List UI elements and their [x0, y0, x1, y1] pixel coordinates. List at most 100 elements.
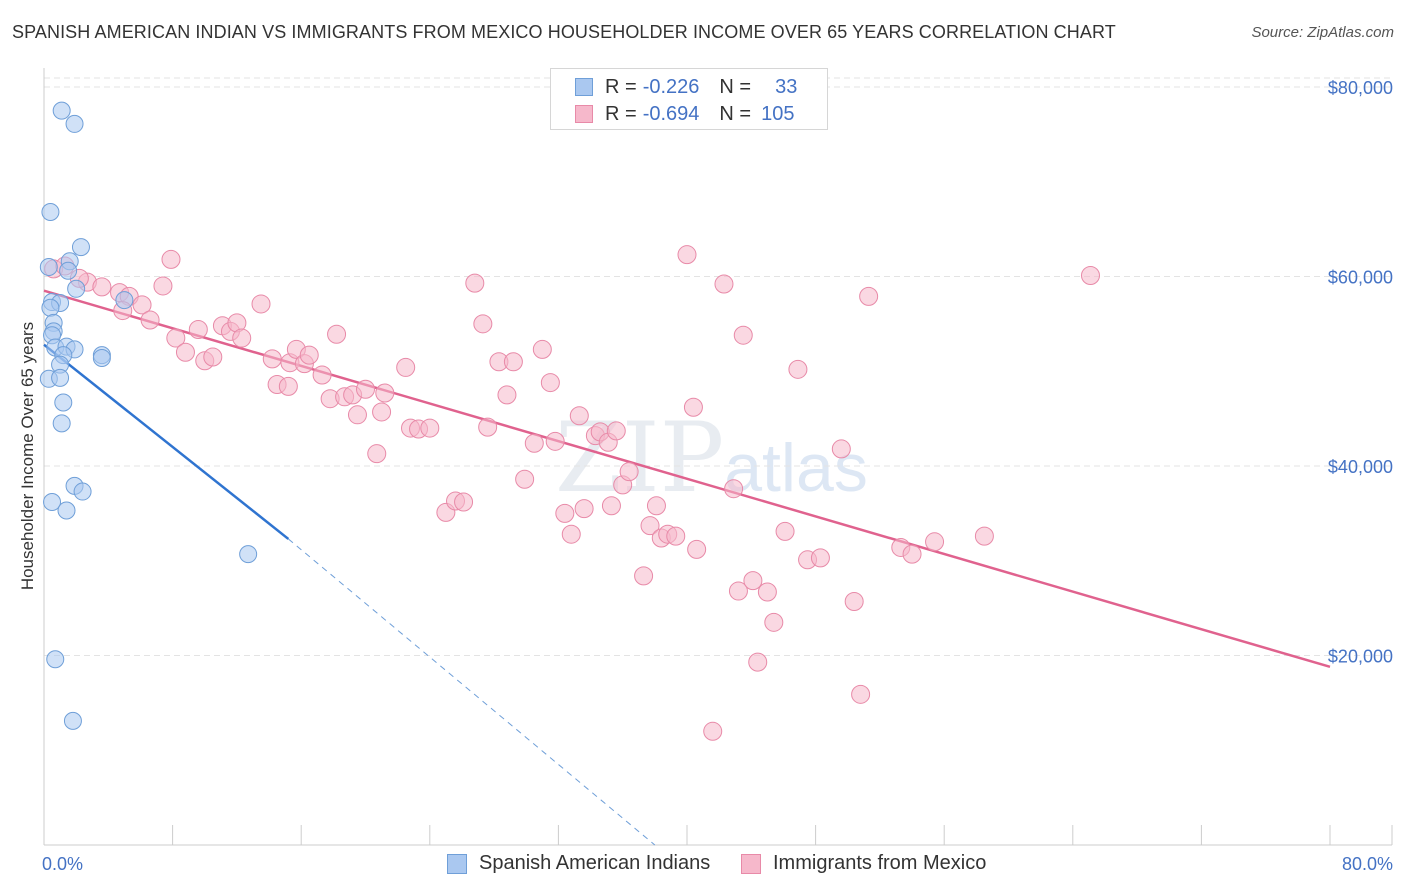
point-immigrants-from-mexico — [375, 383, 395, 403]
point-immigrants-from-mexico — [203, 347, 223, 367]
source-credit: Source: ZipAtlas.com — [1251, 24, 1394, 41]
point-immigrants-from-mexico — [232, 328, 252, 348]
point-immigrants-from-mexico — [478, 417, 498, 437]
point-immigrants-from-mexico — [724, 479, 744, 499]
point-immigrants-from-mexico — [619, 462, 639, 482]
point-immigrants-from-mexico — [743, 571, 763, 591]
trend-lines — [43, 289, 1331, 846]
trend-line-spanish-american-indians — [43, 343, 290, 540]
point-immigrants-from-mexico — [545, 431, 565, 451]
bottom-legend-swatch-pink — [741, 853, 761, 874]
bottom-legend-swatch-blue — [447, 853, 467, 874]
point-immigrants-from-mexico — [132, 295, 152, 315]
point-immigrants-from-mexico — [540, 373, 560, 393]
point-spanish-american-indians — [239, 545, 258, 564]
point-immigrants-from-mexico — [356, 379, 375, 399]
point-immigrants-from-mexico — [640, 516, 660, 536]
point-immigrants-from-mexico — [262, 349, 282, 369]
tick-labels: $20,000 $40,000 $60,000 $80,000 0.0% 80.0% Hou… — [18, 78, 1393, 874]
point-spanish-american-indians — [43, 492, 62, 511]
y-tick-label: $80,000 — [1328, 78, 1393, 98]
point-immigrants-from-mexico — [153, 276, 173, 296]
point-spanish-american-indians — [115, 291, 134, 310]
legend-n-value: 33 — [775, 75, 798, 98]
point-immigrants-from-mexico — [764, 612, 784, 632]
point-immigrants-from-mexico — [175, 342, 195, 362]
point-spanish-american-indians — [52, 101, 71, 120]
legend-row-blue: R = -0.226 N = 33 — [575, 75, 797, 99]
legend-row-pink: R = -0.694 N = 105 — [575, 102, 794, 126]
point-immigrants-from-mexico — [677, 245, 697, 265]
legend-n-value: 105 — [761, 102, 795, 125]
point-immigrants-from-mexico — [683, 397, 703, 417]
point-immigrants-from-mexico — [497, 385, 517, 405]
legend-n-label: N = — [719, 102, 752, 125]
point-immigrants-from-mexico — [606, 421, 626, 441]
point-spanish-american-indians — [54, 393, 73, 412]
point-immigrants-from-mexico — [646, 496, 666, 516]
point-spanish-american-indians — [46, 650, 65, 669]
y-tick-label: $20,000 — [1328, 646, 1393, 666]
point-immigrants-from-mexico — [844, 591, 864, 611]
point-immigrants-from-mexico — [367, 444, 387, 464]
bottom-legend-label-pink: Immigrants from Mexico — [773, 852, 987, 874]
x-tick-label-max: 80.0% — [1342, 854, 1393, 874]
chart-title: SPANISH AMERICAN INDIAN VS IMMIGRANTS FR… — [12, 22, 1116, 42]
point-spanish-american-indians — [41, 298, 60, 317]
y-axis-title: Householder Income Over 65 years — [18, 322, 37, 590]
bottom-legend-label-blue: Spanish American Indians — [479, 852, 711, 874]
point-immigrants-from-mexico — [703, 721, 723, 741]
correlation-legend: R = -0.226 N = 33 R = -0.694 N = 105 — [550, 68, 828, 130]
point-immigrants-from-mexico — [601, 496, 621, 516]
point-immigrants-from-mexico — [775, 521, 795, 541]
point-spanish-american-indians — [67, 279, 86, 298]
point-immigrants-from-mexico — [666, 526, 686, 546]
point-immigrants-from-mexico — [634, 566, 654, 586]
point-immigrants-from-mexico — [851, 684, 871, 704]
point-immigrants-from-mexico — [788, 359, 808, 379]
point-spanish-american-indians — [57, 501, 76, 520]
legend-r-label: R = — [605, 102, 637, 125]
point-immigrants-from-mexico — [312, 365, 332, 385]
point-immigrants-from-mexico — [748, 652, 768, 672]
point-immigrants-from-mexico — [810, 548, 830, 568]
point-immigrants-from-mexico — [166, 328, 186, 348]
point-immigrants-from-mexico — [733, 325, 753, 345]
point-spanish-american-indians — [65, 114, 84, 133]
point-spanish-american-indians — [51, 368, 70, 387]
point-immigrants-from-mexico — [140, 310, 160, 330]
point-immigrants-from-mexico — [555, 503, 575, 523]
point-immigrants-from-mexico — [347, 405, 367, 425]
trend-line-extension-spanish-american-indians — [288, 538, 656, 846]
point-immigrants-from-mexico — [327, 324, 347, 344]
point-immigrants-from-mexico — [372, 402, 392, 422]
bottom-legend-blue: Spanish American Indians — [447, 852, 710, 875]
point-immigrants-from-mexico — [188, 320, 208, 340]
grid-lines — [44, 77, 1392, 656]
point-immigrants-from-mexico — [278, 376, 298, 396]
point-immigrants-from-mexico — [974, 526, 994, 546]
axes — [43, 68, 1393, 846]
point-immigrants-from-mexico — [532, 339, 552, 359]
point-spanish-american-indians — [59, 261, 78, 280]
point-immigrants-from-mexico — [561, 524, 581, 544]
point-spanish-american-indians — [73, 482, 92, 501]
point-immigrants-from-mexico — [454, 492, 474, 512]
x-tick-label-min: 0.0% — [42, 854, 83, 874]
point-immigrants-from-mexico — [396, 357, 416, 377]
point-spanish-american-indians — [52, 414, 71, 433]
point-immigrants-from-mexico — [714, 274, 734, 294]
point-immigrants-from-mexico — [503, 352, 523, 372]
point-spanish-american-indians — [39, 257, 58, 276]
point-immigrants-from-mexico — [757, 582, 777, 602]
point-immigrants-from-mexico — [859, 286, 879, 306]
point-spanish-american-indians — [41, 203, 60, 222]
point-immigrants-from-mexico — [251, 294, 271, 314]
point-immigrants-from-mexico — [420, 418, 440, 438]
legend-swatch-blue — [575, 78, 593, 96]
point-spanish-american-indians — [71, 238, 90, 257]
point-immigrants-from-mexico — [902, 544, 922, 564]
legend-r-value: -0.226 — [642, 75, 700, 98]
legend-r-label: R = — [605, 75, 637, 98]
